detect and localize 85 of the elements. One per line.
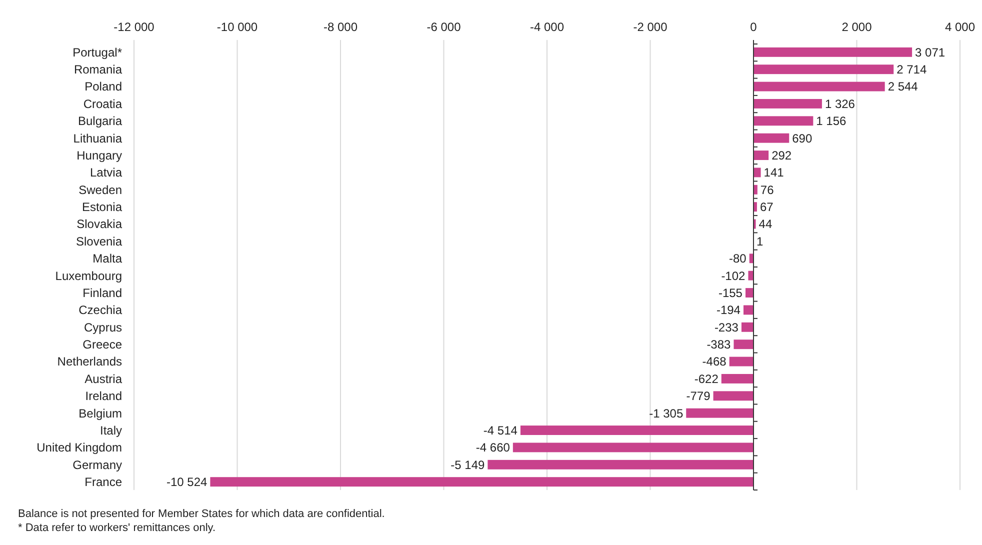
bar xyxy=(729,356,754,366)
bar xyxy=(210,477,754,487)
text: * Data refer to workers' remittances only. xyxy=(18,522,216,534)
data-label: 1 xyxy=(756,234,764,248)
y-tick-label: Austria xyxy=(84,372,122,386)
y-tick-label: Cyprus xyxy=(84,320,122,334)
x-tick-label: -4 000 xyxy=(530,20,564,34)
bar xyxy=(713,391,754,401)
data-label: -622 xyxy=(694,372,719,386)
x-tick-label: 0 xyxy=(750,20,758,34)
data-label: 2 544 xyxy=(888,80,918,94)
data-label: -383 xyxy=(706,338,732,352)
data-label: -4 514 xyxy=(483,423,518,438)
y-tick-label: Sweden xyxy=(78,182,122,197)
data-label: 3 071 xyxy=(915,45,946,60)
y-tick-label: Luxembourg xyxy=(55,268,122,283)
bar xyxy=(754,150,769,160)
y-tick-label: Bulgaria xyxy=(78,114,122,128)
y-tick-label: Poland xyxy=(84,80,122,94)
bar xyxy=(754,99,822,108)
bar xyxy=(754,133,790,143)
data-label: -5 149 xyxy=(450,458,486,472)
y-tick-label: Ireland xyxy=(85,389,122,404)
y-tick-label: Czechia xyxy=(78,303,122,318)
y-tick-label: Slovenia xyxy=(76,234,122,248)
data-label: 1 156 xyxy=(816,114,847,128)
y-tick-label: Portugal* xyxy=(72,45,122,60)
data-label: 292 xyxy=(772,148,792,162)
y-tick-label: Malta xyxy=(92,252,122,266)
x-tick-label: -8 000 xyxy=(323,20,358,34)
y-tick-label: Hungary xyxy=(76,148,122,162)
x-tick-label: -6 000 xyxy=(426,20,462,34)
y-tick-label: Germany xyxy=(72,458,122,472)
data-label: 2 714 xyxy=(896,62,927,77)
bar xyxy=(754,64,894,74)
text: Balance is not presented for Member States for which data are confidential. xyxy=(18,508,385,520)
y-tick-label: Belgium xyxy=(78,406,122,420)
y-tick-label: Latvia xyxy=(90,166,122,180)
x-tick-label: -12 000 xyxy=(114,20,155,34)
data-label: -155 xyxy=(718,286,743,300)
data-label: 1 326 xyxy=(824,96,856,111)
x-tick-label: 4 000 xyxy=(944,20,976,34)
bar xyxy=(741,322,754,332)
data-label: -10 524 xyxy=(166,475,208,490)
bar xyxy=(748,270,754,280)
data-label: -1 305 xyxy=(649,406,684,420)
y-tick-label: Greece xyxy=(82,338,122,352)
x-tick-label: -10 000 xyxy=(216,20,258,34)
y-tick-label: Croatia xyxy=(83,96,122,111)
y-tick-label: Estonia xyxy=(82,200,122,214)
data-label: -102 xyxy=(721,268,746,283)
bar xyxy=(721,374,754,384)
data-label: 76 xyxy=(760,182,774,197)
bar xyxy=(488,460,754,470)
data-label: -194 xyxy=(716,303,741,318)
bar xyxy=(754,168,761,178)
x-tick-label: 2 000 xyxy=(842,20,872,34)
bar xyxy=(520,426,754,435)
data-label: 44 xyxy=(758,217,772,232)
bar xyxy=(754,47,912,57)
x-tick-label: -2 000 xyxy=(633,20,668,34)
y-tick-label: Finland xyxy=(82,286,122,300)
y-tick-label: Italy xyxy=(100,423,122,438)
bar xyxy=(512,442,754,452)
y-tick-label: United Kingdom xyxy=(36,440,122,455)
y-tick-label: Slovakia xyxy=(76,217,122,232)
bar xyxy=(686,408,754,418)
data-label: 141 xyxy=(764,166,784,180)
y-tick-label: Romania xyxy=(74,62,122,77)
data-label: -468 xyxy=(702,354,727,369)
data-label: 690 xyxy=(792,131,812,146)
data-label: -233 xyxy=(714,320,739,334)
y-tick-label: France xyxy=(84,475,122,490)
bar xyxy=(754,82,885,92)
bar xyxy=(746,288,754,298)
data-label: -4 660 xyxy=(476,440,510,455)
y-tick-label: Netherlands xyxy=(57,354,122,369)
data-label: -80 xyxy=(729,252,747,266)
bar xyxy=(754,184,758,194)
bar xyxy=(734,340,754,350)
bar xyxy=(743,305,754,315)
y-tick-label: Lithuania xyxy=(73,131,122,146)
data-label: -779 xyxy=(686,389,711,404)
data-label: 67 xyxy=(760,200,774,214)
bar xyxy=(754,116,814,126)
